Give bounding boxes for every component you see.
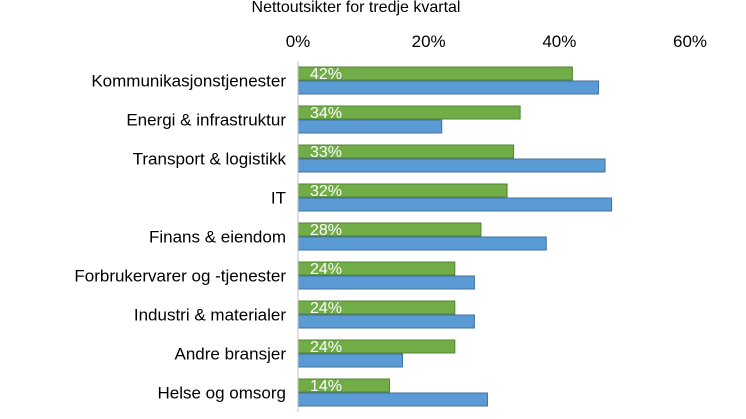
category-labels: Kommunikasjonstjenester Energi & infrastr… xyxy=(74,72,286,403)
data-label: 24% xyxy=(310,339,342,356)
x-tick-label: 40% xyxy=(542,32,576,51)
category-label: Helse og omsorg xyxy=(157,384,286,403)
data-label: 14% xyxy=(310,378,342,395)
bar-series-2 xyxy=(297,158,606,173)
data-label: 24% xyxy=(310,261,342,278)
data-label: 24% xyxy=(310,300,342,317)
data-label: 34% xyxy=(310,105,342,122)
data-label: 28% xyxy=(310,222,342,239)
category-label: Energi & infrastruktur xyxy=(126,111,286,130)
bars xyxy=(297,66,613,407)
category-label: IT xyxy=(271,189,286,208)
category-label: Finans & eiendom xyxy=(149,228,286,247)
data-label: 33% xyxy=(310,144,342,161)
category-label: Industri & materialer xyxy=(134,306,286,325)
category-label: Transport & logistikk xyxy=(133,150,287,169)
x-axis-ticks: 0% 20% 40% 60% xyxy=(286,32,707,51)
data-label: 42% xyxy=(310,66,342,83)
category-label: Forbrukervarer og -tjenester xyxy=(74,267,286,286)
category-label: Andre bransjer xyxy=(174,345,286,364)
bar-series-2 xyxy=(297,80,600,95)
data-labels: 42% 34% 33% 32% 28% 24% 24% 24% 14% xyxy=(310,66,342,395)
chart-title: Nettoutsikter for tredje kvartal xyxy=(252,0,461,16)
data-label: 32% xyxy=(310,183,342,200)
category-label: Kommunikasjonstjenester xyxy=(91,72,286,91)
bar-series-2 xyxy=(297,197,613,212)
x-tick-label: 60% xyxy=(673,32,707,51)
x-tick-label: 20% xyxy=(412,32,446,51)
x-tick-label: 0% xyxy=(286,32,311,51)
